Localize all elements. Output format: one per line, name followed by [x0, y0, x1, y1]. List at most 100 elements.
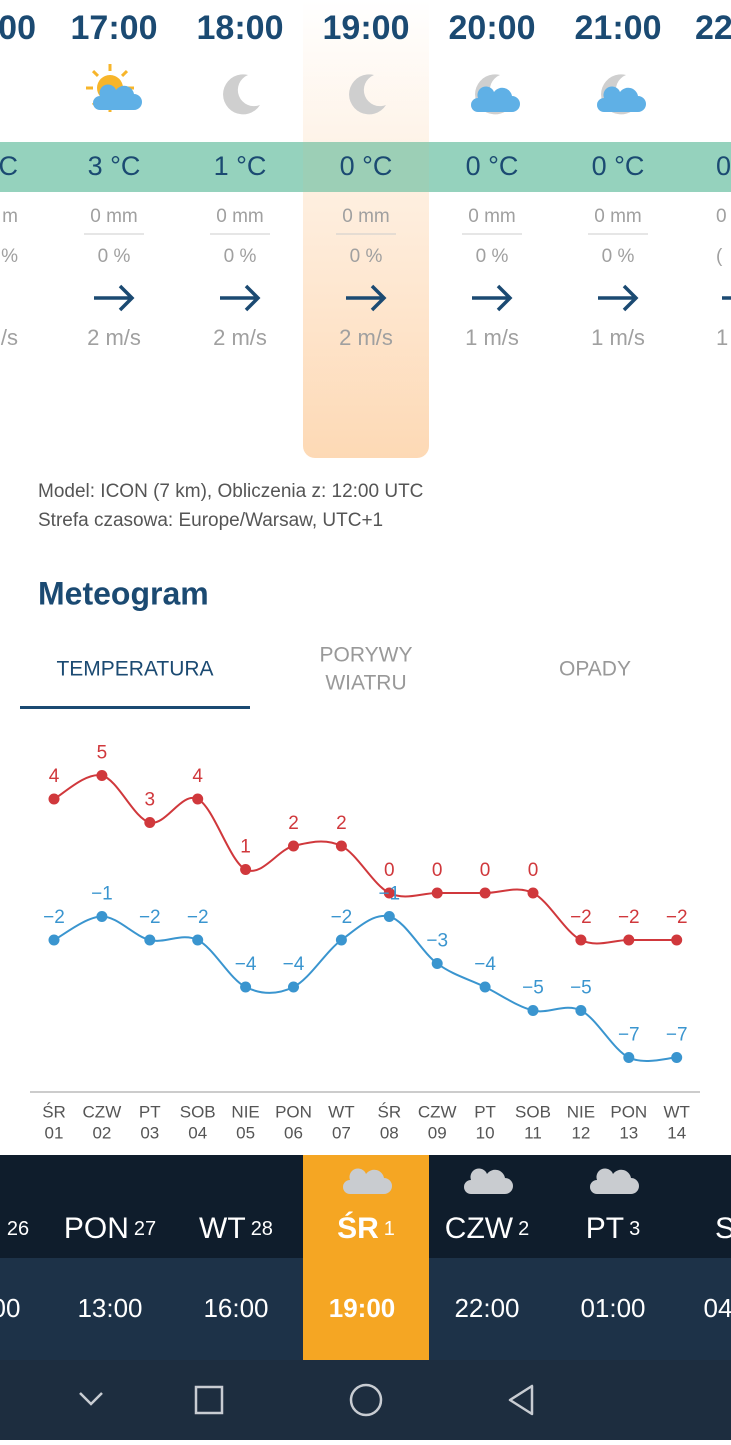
- day-number: 28: [251, 1218, 273, 1240]
- x-tick-day: SOB: [180, 1102, 216, 1121]
- wind-arrow: [472, 284, 513, 312]
- day-label: ŚR 1: [337, 1211, 395, 1245]
- data-label: −3: [426, 931, 448, 952]
- wind-speed: 2 m/s: [213, 325, 267, 350]
- data-point: [144, 934, 156, 946]
- wind-speed: 1: [716, 325, 728, 350]
- day-name: PT: [586, 1212, 624, 1245]
- data-label: −4: [283, 954, 305, 975]
- data-label: 0: [480, 860, 491, 881]
- precipitation: 0 mm: [90, 206, 138, 227]
- x-tick-day: NIE: [567, 1102, 595, 1121]
- cloud-icon: [597, 86, 646, 112]
- cloud-icon: [464, 1168, 513, 1194]
- data-label: −1: [378, 884, 400, 905]
- data-point: [479, 887, 491, 899]
- moon-icon: [349, 74, 386, 115]
- day-number: 26: [7, 1218, 29, 1240]
- x-tick-day: CZW: [418, 1102, 457, 1121]
- selected-hour-highlight: [303, 0, 429, 458]
- data-label: 0: [432, 860, 443, 881]
- x-tick-day: PT: [139, 1102, 161, 1121]
- temperature: C: [0, 151, 18, 181]
- data-point: [575, 934, 587, 946]
- temperature: 3 °C: [88, 151, 141, 181]
- x-tick-day: WT: [663, 1102, 689, 1121]
- data-point: [575, 1005, 587, 1016]
- hour-label: 19:00: [323, 9, 410, 47]
- cloud-icon: [93, 84, 142, 110]
- data-point: [48, 934, 60, 946]
- nav-home[interactable]: [349, 1383, 383, 1417]
- x-tick-date: 14: [667, 1123, 686, 1142]
- x-tick-day: PON: [610, 1102, 647, 1121]
- data-label: −2: [618, 907, 640, 928]
- data-label: 0: [384, 860, 395, 881]
- data-point: [671, 934, 683, 946]
- tab-label: WIATRU: [325, 672, 406, 695]
- time-label: 19:00: [329, 1293, 396, 1323]
- day-label: CZW 2: [445, 1212, 529, 1245]
- data-point: [671, 1052, 683, 1063]
- data-point: [48, 793, 60, 805]
- precip-probability: 0 %: [602, 246, 635, 267]
- cloud-icon: [471, 86, 520, 112]
- tab-indicator: [20, 706, 250, 709]
- data-point: [527, 1005, 539, 1016]
- x-tick-date: 05: [236, 1123, 255, 1142]
- data-label: 3: [145, 790, 156, 811]
- temperature: 0 °C: [466, 151, 519, 181]
- x-tick-date: 09: [428, 1123, 447, 1142]
- data-point: [431, 958, 443, 969]
- data-point: [527, 887, 539, 899]
- nav-back[interactable]: [508, 1384, 534, 1416]
- precipitation: 0: [716, 206, 727, 227]
- timezone-info: Strefa czasowa: Europe/Warsaw, UTC+1: [38, 510, 383, 531]
- temperature: 0 °C: [340, 151, 393, 181]
- data-point: [431, 887, 443, 899]
- day-label: 26: [7, 1218, 29, 1240]
- day-name: PON: [64, 1212, 129, 1245]
- tab-label: OPADY: [559, 658, 631, 681]
- hour-label: 20:00: [449, 9, 536, 47]
- x-tick-day: ŚR: [377, 1102, 401, 1121]
- data-point: [335, 840, 347, 852]
- x-tick-date: 04: [188, 1123, 207, 1142]
- wind-speed: 1 m/s: [591, 325, 645, 350]
- data-label: −7: [618, 1025, 640, 1046]
- x-tick-day: NIE: [231, 1102, 259, 1121]
- data-point: [288, 840, 299, 852]
- day-number: 3: [629, 1218, 640, 1240]
- precipitation: 0 mm: [594, 206, 642, 227]
- data-point: [479, 981, 491, 993]
- x-tick-date: 03: [140, 1123, 159, 1142]
- nav-hide[interactable]: [79, 1392, 103, 1406]
- hour-label: 22: [695, 9, 731, 47]
- x-tick-day: PT: [474, 1102, 496, 1121]
- day-name: WT: [199, 1212, 246, 1245]
- x-tick-date: 10: [476, 1123, 495, 1142]
- x-tick-day: CZW: [83, 1102, 122, 1121]
- day-number: 1: [384, 1218, 395, 1240]
- data-label: 4: [49, 766, 60, 787]
- data-label: 2: [336, 813, 347, 834]
- precip-probability: 0 %: [350, 246, 383, 267]
- wind-speed: 2 m/s: [87, 325, 141, 350]
- precip-probability: 0 %: [224, 246, 257, 267]
- day-label: SO: [715, 1212, 731, 1245]
- temperature: 1 °C: [214, 151, 267, 181]
- day-number: 27: [134, 1218, 156, 1240]
- day-name: CZW: [445, 1212, 514, 1245]
- data-label: −2: [187, 907, 209, 928]
- time-label: 04: [704, 1293, 731, 1323]
- data-label: 5: [97, 743, 108, 764]
- nav-recent[interactable]: [194, 1385, 224, 1415]
- day-label: WT 28: [199, 1212, 273, 1245]
- tab-label: PORYWY: [320, 644, 413, 667]
- model-info: Model: ICON (7 km), Obliczenia z: 12:00 …: [38, 481, 423, 502]
- data-point: [383, 911, 395, 922]
- cloud-icon: [590, 1168, 639, 1194]
- temperature: 0 °C: [592, 151, 645, 181]
- hour-label: 17:00: [71, 9, 158, 47]
- wind-speed: 2 m/s: [339, 325, 393, 350]
